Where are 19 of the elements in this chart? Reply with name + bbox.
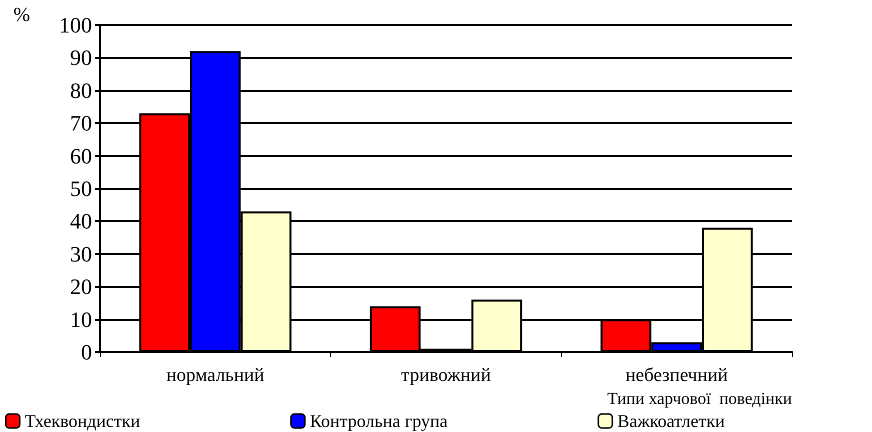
y-tick-label: 80	[70, 78, 92, 103]
y-tick-label: 50	[70, 176, 92, 201]
y-tick-label: 70	[70, 110, 92, 136]
x-axis-title: Типи харчової поведінки	[607, 389, 792, 408]
x-tick-label: нормальний	[166, 365, 264, 386]
x-tick-label: тривожний	[401, 365, 491, 386]
legend-label: Важкоатлетки	[617, 411, 726, 431]
y-tick-label: 40	[70, 208, 92, 234]
x-tick-label: небезпечний	[625, 365, 728, 386]
y-tick-label: 30	[70, 241, 92, 266]
y-tick-label: 90	[70, 45, 92, 70]
y-tick-label: 20	[70, 274, 92, 300]
y-axis-title: %	[13, 4, 30, 26]
y-tick-label: 100	[59, 12, 92, 38]
legend-label: Тхеквондистки	[24, 411, 141, 431]
y-tick-label: 10	[70, 306, 92, 332]
y-tick-label: 0	[81, 340, 92, 364]
y-tick-label: 60	[70, 143, 92, 168]
legend-label: Контрольна група	[310, 411, 448, 431]
